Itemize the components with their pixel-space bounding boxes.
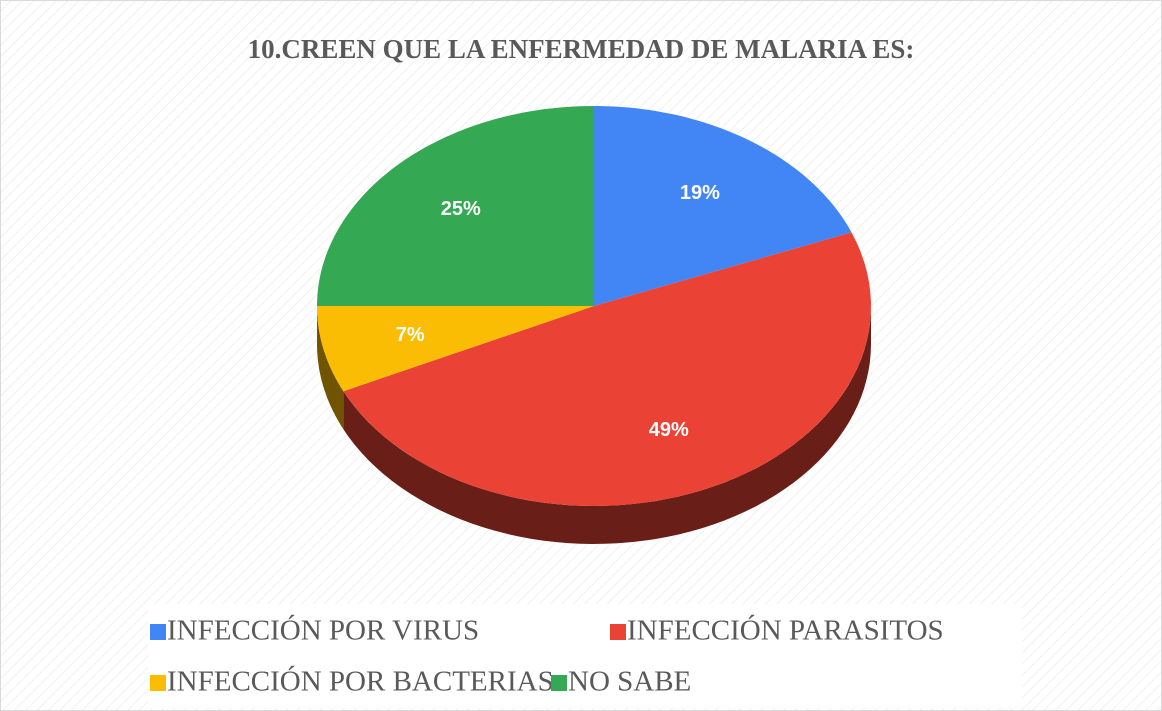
legend-label: NO SABE bbox=[568, 666, 691, 698]
legend-swatch bbox=[551, 675, 567, 691]
slice bbox=[317, 106, 594, 306]
slice bbox=[594, 106, 852, 306]
slice bbox=[343, 232, 871, 506]
legend-swatch bbox=[150, 675, 166, 691]
legend-label: INFECCIÓN POR BACTERIAS bbox=[167, 665, 554, 698]
data-label: 25% bbox=[441, 198, 481, 220]
chart-title: 10.CREEN QUE LA ENFERMEDAD DE MALARIA ES… bbox=[248, 34, 915, 64]
legend-label: INFECCIÓN PARASITOS bbox=[627, 614, 944, 647]
legend-swatch bbox=[150, 624, 166, 640]
data-label: 19% bbox=[680, 182, 720, 204]
data-label: 49% bbox=[649, 419, 689, 441]
legend-label: INFECCIÓN POR VIRUS bbox=[167, 614, 479, 647]
legend-swatch bbox=[610, 624, 626, 640]
slice-side bbox=[317, 306, 344, 430]
slice bbox=[317, 306, 594, 392]
data-label: 7% bbox=[396, 324, 425, 346]
slice-side bbox=[343, 306, 871, 544]
legend-box bbox=[148, 604, 1022, 708]
